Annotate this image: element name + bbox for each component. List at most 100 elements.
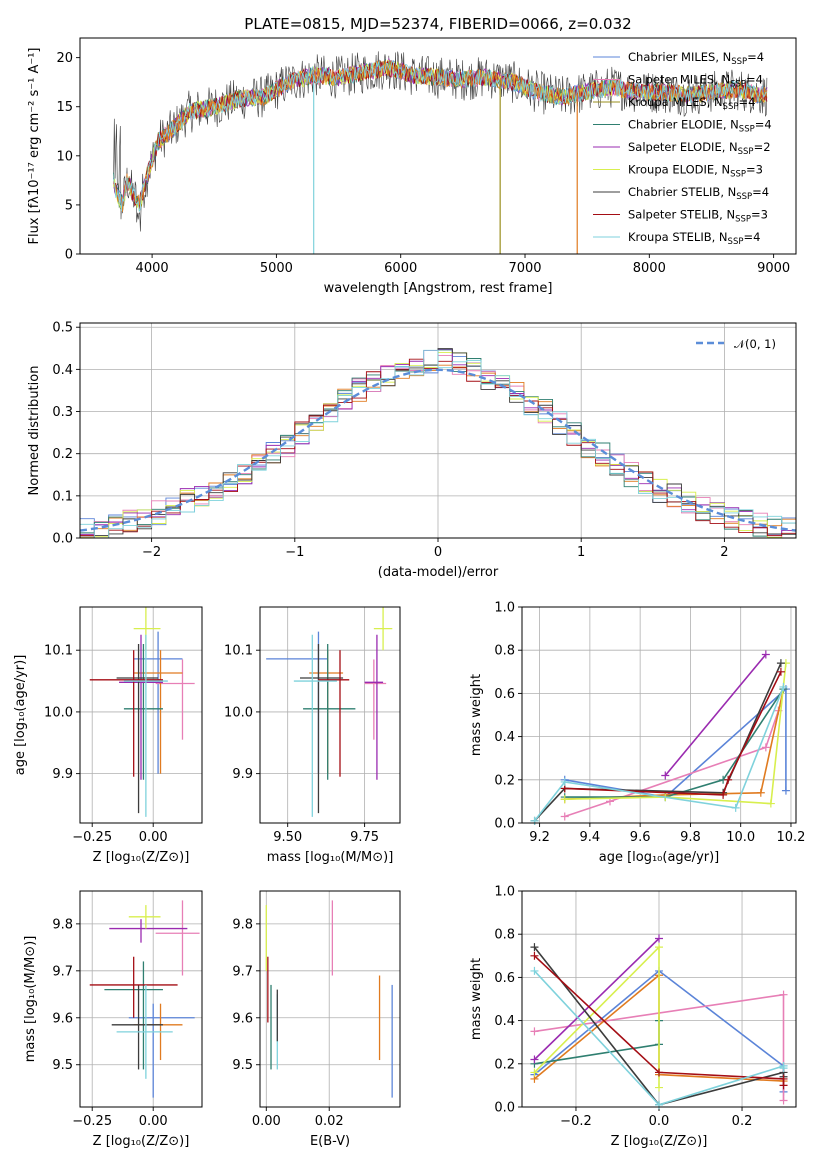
grid xyxy=(522,606,796,824)
x-axis-label: E(B-V) xyxy=(310,1134,350,1149)
y-tick-label: 20 xyxy=(56,51,73,66)
y-tick-label: 0.2 xyxy=(52,447,73,462)
x-tick-label: 0.02 xyxy=(315,1114,344,1129)
plot-frame xyxy=(521,606,797,824)
spectrum-salp_stelib xyxy=(113,60,768,210)
weight-marker-salp_elodie xyxy=(661,771,670,780)
y-tick-label: 0.5 xyxy=(52,321,73,336)
x-tick-label: −0.2 xyxy=(560,1114,592,1129)
weight-marker-krou_elodie xyxy=(530,1068,539,1077)
y-tick-label: 9.7 xyxy=(52,964,73,979)
weight-marker-chab_stelib xyxy=(530,943,539,952)
weight-line-chab_stelib xyxy=(534,662,782,822)
legend-label: Kroupa ELODIE, NSSP=3 xyxy=(628,163,763,180)
x-tick-label: 9.8 xyxy=(680,830,701,845)
spectrum-krou_elodie xyxy=(113,59,768,212)
weight-marker-krou_stelib xyxy=(655,1100,663,1109)
weight-line-krou_stelib xyxy=(533,686,785,822)
weight-marker-krou_elodie xyxy=(655,1083,663,1092)
weight-line-salp_elodie xyxy=(533,937,660,1061)
y-tick-label: 0.6 xyxy=(494,971,515,986)
legend: Chabrier MILES, NSSP=4 Salpeter MILES, NS… xyxy=(593,50,772,247)
x-axis-label: mass [log₁₀(M/M⊙)] xyxy=(267,850,394,865)
weight-marker-krou_stelib xyxy=(530,966,539,975)
y-axis-label: Flux [fλ10⁻¹⁷ erg cm⁻² s⁻¹ A⁻¹] xyxy=(27,48,42,245)
weight-marker-krou_elodie xyxy=(655,943,663,952)
plot-frame xyxy=(79,606,203,824)
y-tick-label: 9.9 xyxy=(232,767,253,782)
y-axis-label: mass weight xyxy=(469,674,484,756)
legend-label: Salpeter STELIB, NSSP=3 xyxy=(628,208,768,225)
x-tick-label: 7000 xyxy=(508,261,541,276)
y-tick-label: 9.5 xyxy=(52,1058,73,1073)
weight-marker-krou_elodie xyxy=(560,795,569,804)
y-tick-label: 0.6 xyxy=(494,687,515,702)
spectrum-krou_stelib xyxy=(113,59,767,212)
plot-frame xyxy=(79,890,203,1108)
y-tick-label: 0.4 xyxy=(494,1014,515,1029)
x-tick-label: 0.00 xyxy=(139,830,168,845)
weight-line-salp_stelib xyxy=(564,671,782,796)
plot-frame xyxy=(79,322,797,539)
weight-marker-salp_miles xyxy=(761,743,770,752)
y-tick-label: 9.8 xyxy=(232,917,253,932)
y-tick-label: 0 xyxy=(65,248,73,263)
plot-frame xyxy=(521,890,797,1108)
legend-label: 𝒩(0, 1) xyxy=(734,337,776,351)
weight-line-chab_miles xyxy=(564,687,787,798)
plot-frame xyxy=(79,37,797,255)
x-axis-label: wavelength [Angstrom, rest frame] xyxy=(324,281,553,296)
x-tick-label: 0.00 xyxy=(139,1114,168,1129)
y-tick-label: 0.8 xyxy=(494,928,515,943)
y-tick-label: 10.1 xyxy=(224,644,253,659)
weight-marker-miles_orange xyxy=(756,788,765,797)
legend-label: Kroupa MILES, NSSP=4 xyxy=(628,95,755,112)
y-tick-label: 0.1 xyxy=(52,489,73,504)
y-tick-label: 0.2 xyxy=(494,773,515,788)
ebv-mass-panel: 0.00 0.02 9.5 9.6 9.7 9.8 E(B-V) xyxy=(232,890,401,1149)
weight-line-salp_miles xyxy=(564,710,780,818)
y-axis-label: mass [log₁₀(M/M⊙)] xyxy=(23,936,38,1063)
x-tick-label: 2 xyxy=(720,545,728,560)
y-tick-label: 0.4 xyxy=(52,363,73,378)
x-tick-label: 9.2 xyxy=(529,830,550,845)
weight-marker-salp_miles xyxy=(779,1096,788,1105)
gaussian-curve xyxy=(79,368,797,532)
y-tick-label: 0.4 xyxy=(494,730,515,745)
weight-marker-krou_stelib xyxy=(560,777,569,786)
legend-label: Salpeter MILES, NSSP=4 xyxy=(628,73,763,90)
y-tick-label: 9.6 xyxy=(232,1011,253,1026)
y-axis-label: Normed distribution xyxy=(27,366,42,496)
weight-marker-salp_stelib xyxy=(779,1081,788,1090)
x-tick-label: 5000 xyxy=(260,261,293,276)
legend-label: Chabrier MILES, NSSP=4 xyxy=(628,50,764,67)
y-tick-label: 0.0 xyxy=(494,1101,515,1116)
weight-line-krou_elodie xyxy=(564,663,787,805)
legend-label: Kroupa STELIB, NSSP=4 xyxy=(628,230,760,247)
y-tick-label: 15 xyxy=(56,100,73,115)
y-tick-label: 0.8 xyxy=(494,644,515,659)
y-tick-label: 0.3 xyxy=(52,405,73,420)
x-tick-label: 9000 xyxy=(757,261,790,276)
y-axis-label: mass weight xyxy=(469,958,484,1040)
weight-marker-salp_stelib xyxy=(655,1068,663,1077)
y-tick-label: 0.0 xyxy=(494,817,515,832)
y-tick-label: 10 xyxy=(56,149,73,164)
weight-marker-salp_elodie xyxy=(530,1055,539,1064)
x-tick-label: −0.25 xyxy=(72,830,112,845)
x-tick-label: 0 xyxy=(434,545,442,560)
x-tick-label: 0.0 xyxy=(649,1114,670,1129)
y-tick-label: 1.0 xyxy=(494,601,515,616)
z-age-panel: −0.25 0.00 9.9 10.0 10.1 Z [log₁₀(Z/Z⊙)] age [… xyxy=(13,606,203,865)
weight-marker-chab_miles xyxy=(781,786,790,795)
x-axis-label: age [log₁₀(age/yr)] xyxy=(599,850,720,865)
y-tick-label: 9.9 xyxy=(52,767,73,782)
legend-label: Chabrier ELODIE, NSSP=4 xyxy=(628,118,772,135)
chart-title: PLATE=0815, MJD=52374, FIBERID=0066, z=0… xyxy=(244,15,631,33)
grid xyxy=(260,891,400,1107)
weight-marker-krou_stelib xyxy=(779,1064,788,1073)
spectrum-panel: 4000 5000 6000 7000 8000 9000 0 5 10 15 20 waveleng… xyxy=(27,15,797,296)
x-tick-label: 9.6 xyxy=(630,830,651,845)
weight-marker-krou_elodie xyxy=(766,799,775,808)
age-weight-panel: 9.2 9.4 9.6 9.8 10.0 10.2 0.0 0.2 0.4 0.6 0.8 1.0 ag… xyxy=(469,601,805,866)
